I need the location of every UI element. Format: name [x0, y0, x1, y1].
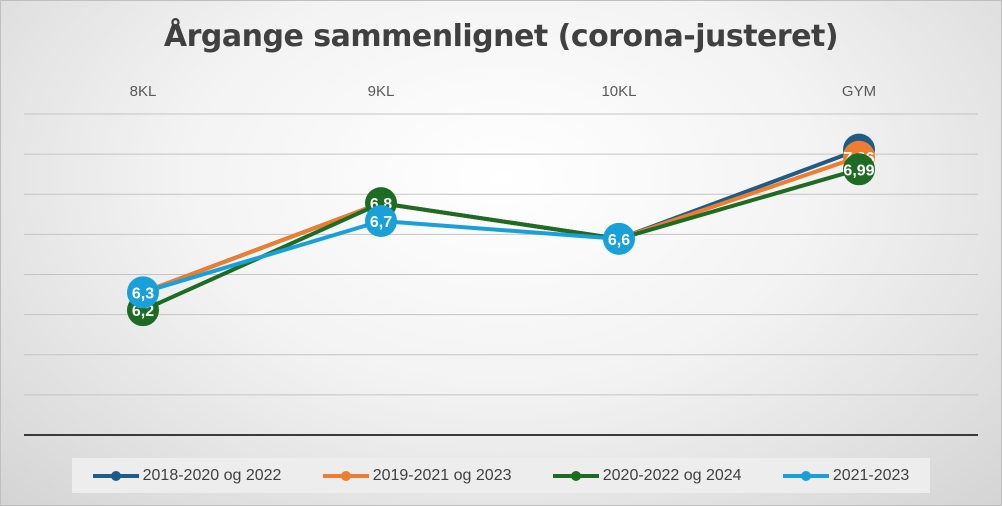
legend-swatch [782, 470, 829, 481]
legend-swatch [92, 470, 139, 481]
legend-swatch [552, 470, 599, 481]
legend-item: 2018-2020 og 2022 [92, 466, 282, 485]
data-label: 6,99 [843, 162, 874, 179]
legend-item: 2019-2021 og 2023 [322, 466, 512, 485]
data-label: 6,7 [370, 214, 392, 231]
data-point [127, 276, 159, 309]
data-point [843, 153, 875, 186]
x-tick-label: GYM [842, 83, 876, 100]
series-line [142, 154, 860, 295]
x-tick-label: 8KL [130, 83, 157, 100]
legend-item: 2021-2023 [782, 466, 910, 485]
x-tick-label: 10KL [601, 83, 636, 100]
legend: 2018-2020 og 2022 2019-2021 og 2023 2020-2… [72, 458, 930, 493]
data-point [365, 205, 397, 237]
data-point [603, 222, 635, 255]
legend-label: 2018-2020 og 2022 [142, 466, 282, 484]
x-tick-label: 9KL [368, 83, 395, 100]
legend-label: 2020-2022 og 2024 [602, 466, 742, 484]
data-label: 6,3 [132, 285, 154, 302]
legend-item: 2020-2022 og 2024 [552, 466, 742, 485]
data-label: 6,6 [608, 232, 630, 249]
legend-swatch [322, 470, 369, 481]
chart-title: Årgange sammenlignet (corona-justeret) [163, 19, 839, 54]
legend-label: 2019-2021 og 2023 [372, 466, 512, 484]
legend-label: 2021-2023 [832, 466, 910, 484]
data-label: 6,2 [132, 303, 154, 320]
